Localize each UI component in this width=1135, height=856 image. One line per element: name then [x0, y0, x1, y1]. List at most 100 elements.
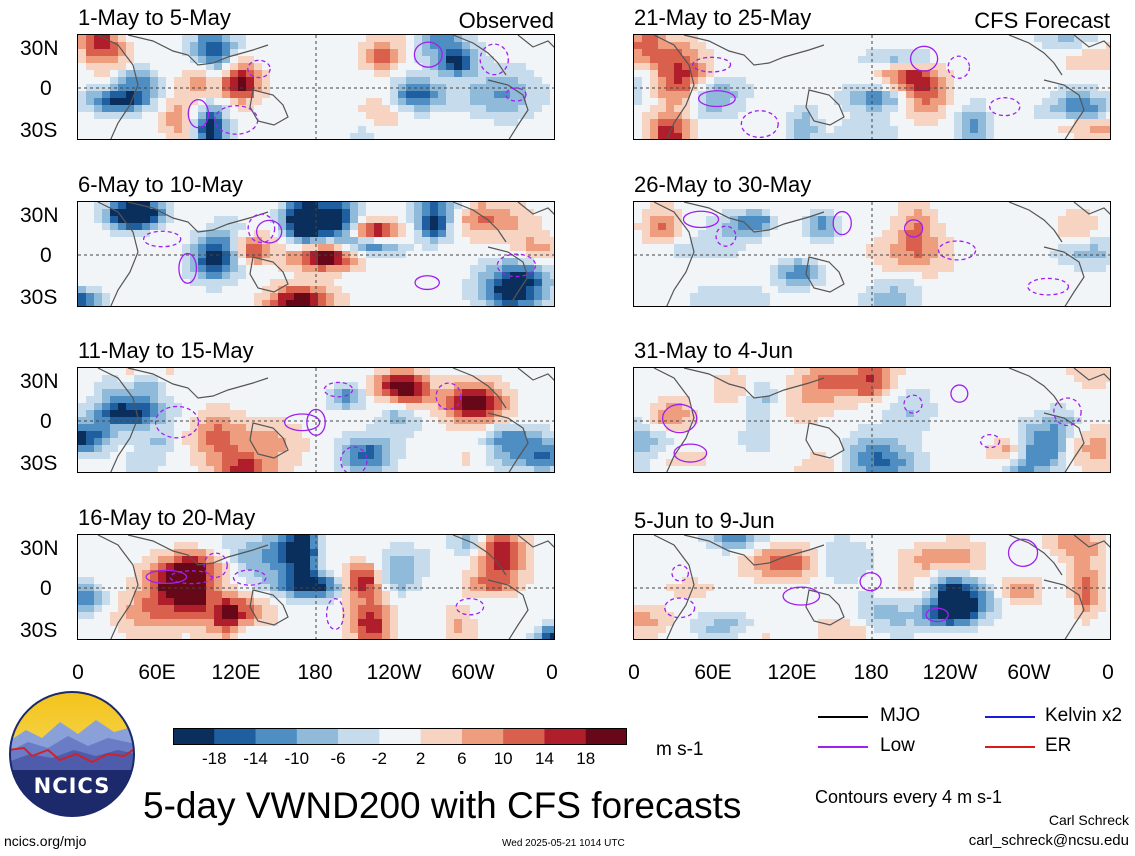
- field-cell: [422, 375, 431, 383]
- field-cell: [1082, 49, 1091, 57]
- field-cell: [190, 605, 199, 613]
- field-cell: [890, 63, 899, 71]
- field-cell: [1090, 35, 1099, 43]
- field-cell: [326, 258, 335, 266]
- field-cell: [446, 535, 455, 543]
- field-cell: [390, 237, 399, 245]
- field-cell: [542, 389, 551, 397]
- field-cell: [518, 126, 527, 134]
- field-cell: [350, 286, 359, 294]
- field-cell: [970, 91, 979, 99]
- field-cell: [1018, 112, 1027, 120]
- field-cell: [302, 91, 311, 99]
- field-cell: [762, 126, 771, 134]
- field-cell: [1050, 70, 1059, 78]
- field-cell: [722, 119, 731, 127]
- field-cell: [866, 98, 875, 106]
- field-cell: [238, 424, 247, 432]
- field-cell: [238, 598, 247, 606]
- field-cell: [94, 459, 103, 467]
- field-cell: [866, 49, 875, 57]
- field-cell: [510, 431, 519, 439]
- field-cell: [898, 112, 907, 120]
- field-cell: [174, 126, 183, 134]
- field-cell: [110, 119, 119, 127]
- field-cell: [454, 209, 463, 217]
- field-cell: [78, 612, 87, 620]
- field-cell: [706, 42, 715, 50]
- field-cell: [78, 375, 87, 383]
- field-cell: [406, 633, 415, 639]
- field-cell: [334, 70, 343, 78]
- field-cell: [462, 563, 471, 571]
- field-cell: [318, 251, 327, 259]
- field-cell: [150, 216, 159, 224]
- field-cell: [914, 98, 923, 106]
- field-cell: [350, 63, 359, 71]
- field-cell: [802, 35, 811, 43]
- field-cell: [762, 98, 771, 106]
- field-cell: [294, 445, 303, 453]
- field-cell: [230, 563, 239, 571]
- field-cell: [454, 535, 463, 543]
- field-cell: [754, 133, 763, 139]
- field-cell: [970, 70, 979, 78]
- field-cell: [286, 396, 295, 404]
- field-cell: [542, 286, 551, 294]
- field-cell: [898, 84, 907, 92]
- field-cell: [382, 396, 391, 404]
- field-cell: [94, 556, 103, 564]
- field-cell: [238, 577, 247, 585]
- field-cell: [438, 202, 447, 210]
- field-cell: [214, 258, 223, 266]
- field-cell: [102, 251, 111, 259]
- field-cell: [86, 286, 95, 294]
- field-cell: [214, 126, 223, 134]
- field-cell: [230, 556, 239, 564]
- field-cell: [706, 112, 715, 120]
- field-cell: [134, 570, 143, 578]
- field-cell: [150, 452, 159, 460]
- field-cell: [110, 300, 119, 306]
- field-cell: [166, 42, 175, 50]
- field-cell: [542, 279, 551, 287]
- field-cell: [246, 133, 255, 139]
- field-cell: [222, 216, 231, 224]
- field-cell: [302, 286, 311, 294]
- field-cell: [518, 445, 527, 453]
- field-cell: [206, 42, 215, 50]
- field-cell: [478, 209, 487, 217]
- field-cell: [198, 63, 207, 71]
- field-cell: [190, 244, 199, 252]
- field-cell: [350, 98, 359, 106]
- field-cell: [150, 91, 159, 99]
- field-cell: [230, 98, 239, 106]
- field-cell: [230, 272, 239, 280]
- field-cell: [634, 133, 643, 139]
- field-cell: [246, 452, 255, 460]
- field-cell: [914, 126, 923, 134]
- low-contour: [496, 253, 537, 278]
- field-cell: [666, 98, 675, 106]
- field-cell: [778, 35, 787, 43]
- field-cell: [1042, 98, 1051, 106]
- field-cell: [438, 84, 447, 92]
- field-cell: [690, 63, 699, 71]
- field-cell: [230, 209, 239, 217]
- field-cell: [110, 542, 119, 550]
- field-cell: [382, 216, 391, 224]
- field-cell: [470, 619, 479, 627]
- field-cell: [422, 202, 431, 210]
- field-cell: [438, 279, 447, 287]
- field-cell: [738, 133, 747, 139]
- field-cell: [438, 535, 447, 543]
- field-cell: [238, 63, 247, 71]
- field-cell: [550, 216, 554, 224]
- field-cell: [698, 77, 707, 85]
- field-cell: [414, 63, 423, 71]
- field-cell: [1058, 77, 1067, 85]
- field-cell: [882, 126, 891, 134]
- field-cell: [326, 244, 335, 252]
- field-cell: [358, 244, 367, 252]
- field-cell: [406, 35, 415, 43]
